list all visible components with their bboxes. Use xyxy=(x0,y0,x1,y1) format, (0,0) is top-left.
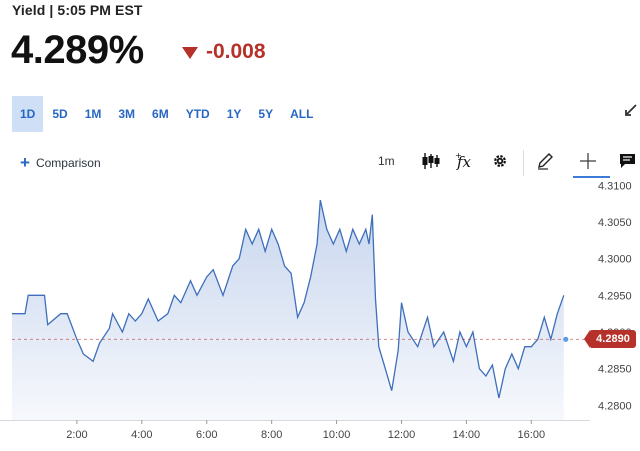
yield-price: 4.289% xyxy=(11,28,144,72)
range-tab-1m[interactable]: 1M xyxy=(84,107,102,121)
interval-selector[interactable]: 1m xyxy=(378,154,395,168)
y-tick-label: 4.3000 xyxy=(598,254,632,266)
x-tick-label: 14:00 xyxy=(453,429,481,441)
range-tab-3m[interactable]: 3M xyxy=(118,107,136,121)
y-tick-label: 4.3100 xyxy=(598,180,632,192)
yield-change-value: -0.008 xyxy=(206,40,266,63)
gear-icon[interactable] xyxy=(492,150,508,172)
current-value-tag: 4.2890 xyxy=(584,330,636,349)
x-tick-label: 12:00 xyxy=(388,429,416,441)
svg-text:fx: fx xyxy=(456,153,472,171)
y-tick-label: 4.2800 xyxy=(598,400,632,412)
yield-change: -0.008 xyxy=(182,40,266,64)
chart-toolbar: + Comparison 1m fx + xyxy=(0,146,640,182)
range-tab-1y[interactable]: 1Y xyxy=(226,107,242,121)
range-tab-ytd[interactable]: YTD xyxy=(185,107,210,121)
y-tick-label: 4.3050 xyxy=(598,217,632,229)
range-tab-5d[interactable]: 5D xyxy=(52,107,68,121)
x-tick-label: 10:00 xyxy=(323,429,351,441)
range-tab-1d[interactable]: 1D xyxy=(12,96,44,132)
x-tick-label: 6:00 xyxy=(196,429,217,441)
comparison-label: Comparison xyxy=(35,155,101,170)
yield-chart[interactable]: 2:00 4:00 6:00 8:00 10:00 12:00 14:00 16:00 4.28… xyxy=(0,178,640,448)
x-tick-label: 2:00 xyxy=(66,429,87,441)
toolbar-divider xyxy=(523,150,524,176)
range-tab-6m[interactable]: 6M xyxy=(152,107,169,121)
x-tick-label: 16:00 xyxy=(518,429,546,441)
candlestick-icon[interactable] xyxy=(421,150,441,172)
active-tool-indicator xyxy=(573,176,610,178)
crosshair-icon[interactable] xyxy=(580,150,596,172)
range-tab-all[interactable]: ALL xyxy=(290,107,314,121)
comparison-button[interactable]: + Comparison xyxy=(20,154,101,171)
x-tick-label: 4:00 xyxy=(131,429,152,441)
pencil-icon[interactable] xyxy=(536,150,554,172)
comment-icon[interactable] xyxy=(619,150,636,172)
last-point-marker xyxy=(563,336,569,342)
function-fx-icon[interactable]: fx + xyxy=(455,150,475,172)
y-tick-label: 4.2850 xyxy=(598,364,632,376)
range-tab-5y[interactable]: 5Y xyxy=(258,107,274,121)
plus-icon: + xyxy=(20,153,30,172)
area-fill xyxy=(12,200,564,420)
yield-timestamp-label: Yield | 5:05 PM EST xyxy=(12,2,143,18)
time-range-tabs: 1D 5D 1M 3M 6M YTD 1Y 5Y ALL xyxy=(12,96,322,132)
expand-icon[interactable] xyxy=(624,104,638,118)
down-triangle-icon xyxy=(182,47,198,59)
yield-line xyxy=(12,199,565,399)
y-tick-label: 4.2950 xyxy=(598,290,632,302)
x-tick-label: 8:00 xyxy=(261,429,282,441)
svg-text:+: + xyxy=(455,151,462,160)
